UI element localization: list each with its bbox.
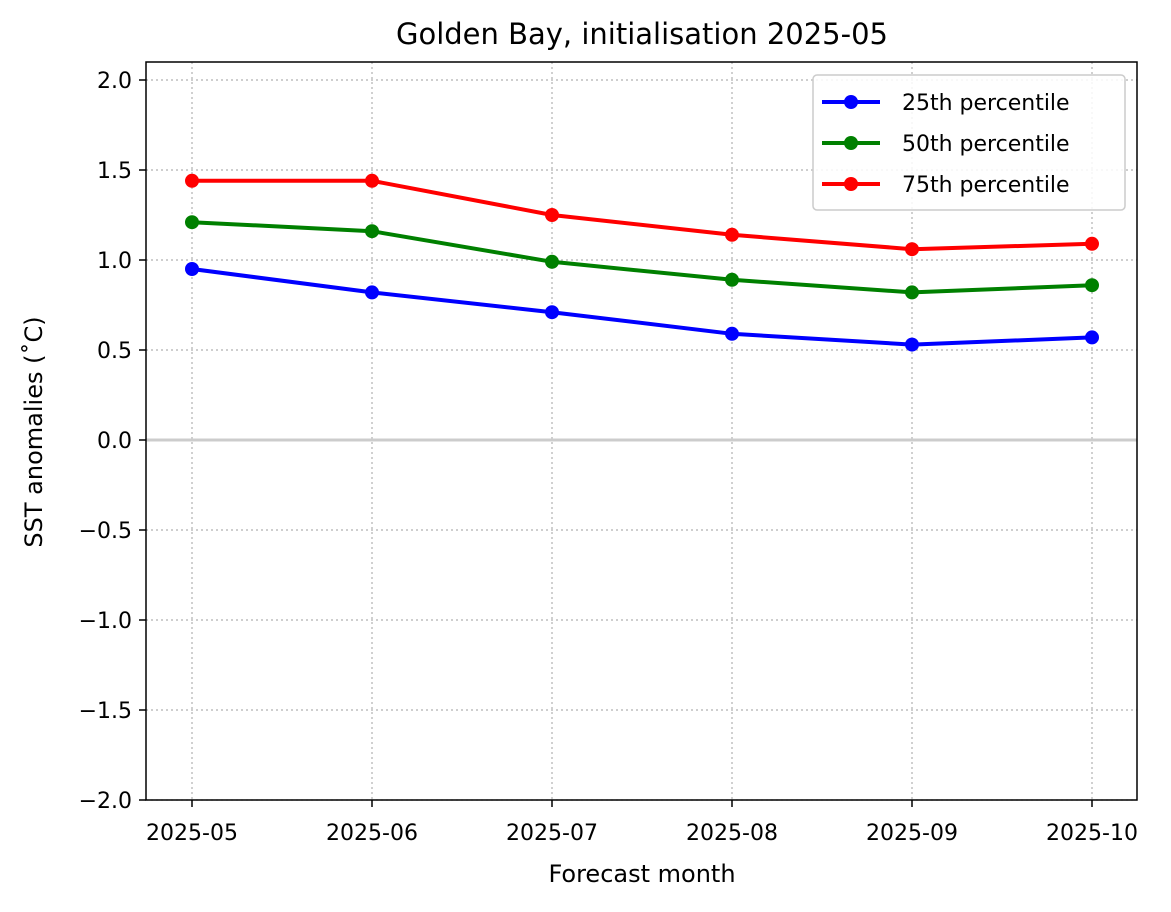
y-tick-label: −1.5 — [79, 699, 132, 724]
data-point — [725, 227, 739, 242]
y-tick-label: −2.0 — [79, 789, 132, 814]
data-point — [545, 305, 559, 320]
legend-label: 75th percentile — [902, 173, 1070, 198]
y-tick-label: −1.0 — [79, 609, 132, 634]
data-point — [725, 326, 739, 341]
x-tick-label: 2025-05 — [146, 821, 238, 846]
legend-entry: 25th percentile — [822, 91, 1070, 116]
legend-label: 25th percentile — [902, 91, 1070, 116]
legend-label: 50th percentile — [902, 132, 1070, 157]
data-point — [905, 242, 919, 257]
data-point — [905, 337, 919, 352]
data-point — [725, 272, 739, 287]
series-3 — [185, 173, 1099, 257]
data-point — [905, 285, 919, 300]
series-2 — [185, 215, 1099, 300]
y-tick-label: 1.5 — [97, 159, 132, 184]
data-point — [185, 262, 199, 276]
data-point — [545, 254, 559, 269]
legend-box — [812, 74, 1126, 211]
data-point — [365, 285, 379, 300]
plot-frame — [145, 61, 1138, 801]
series-line — [191, 220, 1093, 295]
y-axis-ticks: −2.0 −1.5 −1.0 −0.5 0.0 0.5 1.0 1.5 2.0 — [79, 69, 146, 814]
series-line — [191, 267, 1093, 347]
data-point — [545, 208, 559, 222]
legend-marker — [844, 177, 858, 191]
data-point — [1085, 236, 1099, 251]
y-axis-label: SST anomalies (˚C) — [20, 316, 48, 547]
legend: 25th percentile 50th percentile 75th perce… — [812, 74, 1126, 211]
x-tick-label: 2025-07 — [506, 821, 598, 846]
data-point — [1085, 330, 1099, 345]
data-point — [1085, 278, 1099, 293]
series-group — [185, 173, 1099, 352]
x-tick-label: 2025-09 — [866, 821, 958, 846]
y-tick-label: 2.0 — [97, 69, 132, 94]
y-tick-label: −0.5 — [79, 519, 132, 544]
chart-title: Golden Bay, initialisation 2025-05 — [396, 17, 888, 51]
legend-marker — [844, 95, 858, 109]
y-tick-label: 1.0 — [97, 249, 132, 274]
legend-entry: 75th percentile — [822, 173, 1070, 198]
y-tick-label: 0.5 — [97, 339, 132, 364]
x-tick-label: 2025-10 — [1046, 821, 1138, 846]
legend-marker — [844, 136, 858, 150]
x-axis-ticks: 2025-05 2025-06 2025-07 2025-08 2025-09 2025-… — [146, 800, 1138, 846]
series-1 — [185, 262, 1099, 352]
data-point — [365, 224, 379, 239]
series-line — [192, 178, 1093, 252]
data-point — [365, 173, 379, 188]
data-point — [185, 215, 199, 230]
x-axis-label: Forecast month — [548, 860, 735, 888]
y-tick-label: 0.0 — [97, 429, 132, 454]
x-tick-label: 2025-08 — [686, 821, 778, 846]
x-tick-label: 2025-06 — [326, 821, 418, 846]
data-point — [185, 173, 199, 188]
legend-entry: 50th percentile — [822, 132, 1070, 157]
